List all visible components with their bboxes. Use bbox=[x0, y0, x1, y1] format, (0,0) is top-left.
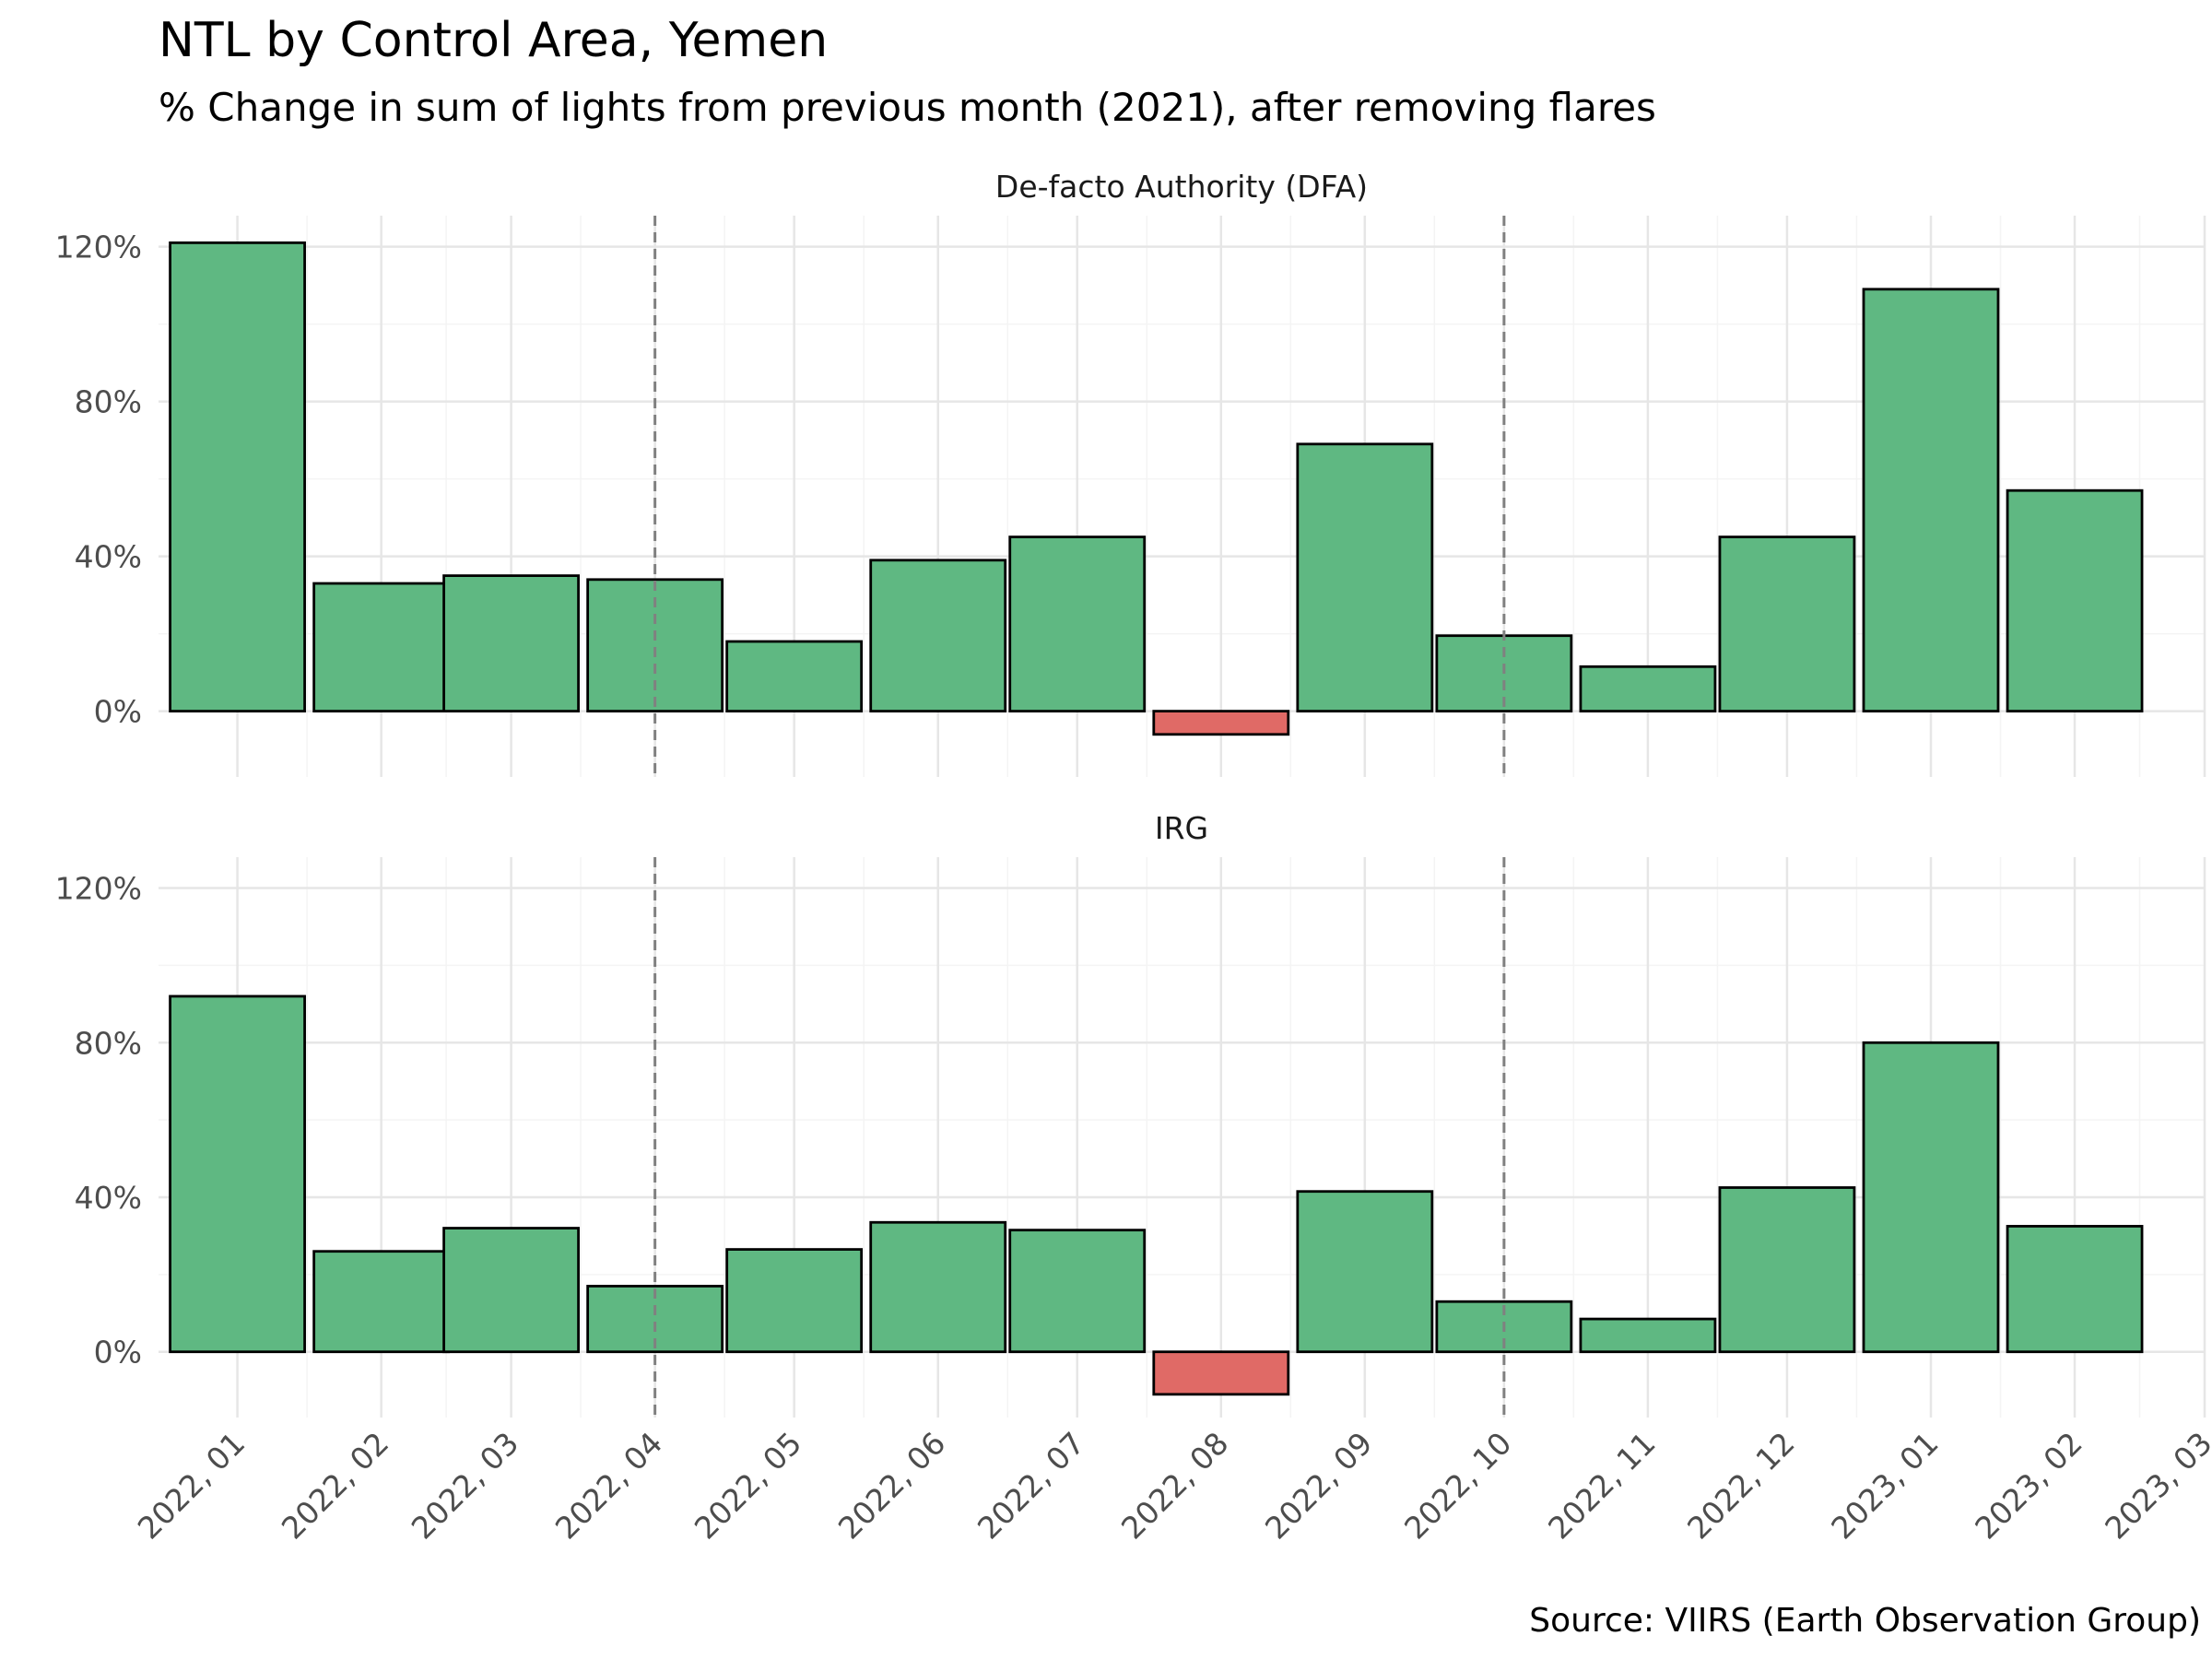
x-tick-label: 2022, 09 bbox=[1258, 1425, 1379, 1546]
y-tick-label: 120% bbox=[55, 229, 142, 265]
bar bbox=[1862, 288, 2000, 712]
bar bbox=[1718, 1186, 1856, 1354]
x-tick-label: 2022, 12 bbox=[1680, 1425, 1801, 1546]
x-tick-label: 2022, 04 bbox=[548, 1425, 669, 1546]
bar bbox=[169, 241, 306, 713]
x-tick-label: 2022, 08 bbox=[1114, 1425, 1235, 1546]
bar bbox=[1579, 1317, 1717, 1354]
bar bbox=[2006, 1225, 2144, 1354]
bar bbox=[312, 1250, 451, 1354]
y-tick-label: 80% bbox=[75, 1025, 142, 1061]
bar bbox=[869, 1220, 1007, 1354]
chart-subtitle: % Change in sum of lights from previous … bbox=[159, 85, 1656, 130]
bar bbox=[2006, 488, 2144, 713]
y-tick-label: 0% bbox=[94, 1335, 142, 1371]
x-tick-label: 2022, 01 bbox=[131, 1425, 252, 1546]
y-tick-label: 120% bbox=[55, 871, 142, 907]
bar bbox=[1296, 442, 1434, 712]
bar bbox=[1008, 535, 1147, 712]
x-tick-label: 2023, 02 bbox=[1968, 1425, 2088, 1546]
bar bbox=[725, 640, 864, 712]
bar bbox=[1579, 665, 1717, 712]
x-tick-label: 2022, 10 bbox=[1397, 1425, 1518, 1546]
panel-title: IRG bbox=[1155, 810, 1208, 846]
bar bbox=[169, 994, 306, 1354]
x-tick-label: 2023, 01 bbox=[1824, 1425, 1945, 1546]
y-tick-label: 40% bbox=[75, 1180, 142, 1216]
bar bbox=[1152, 1350, 1290, 1396]
x-tick-label: 2022, 06 bbox=[831, 1425, 952, 1546]
bar bbox=[869, 559, 1007, 712]
bar bbox=[1152, 710, 1290, 736]
panel-title: De-facto Authority (DFA) bbox=[995, 169, 1368, 205]
chart-title: NTL by Control Area, Yemen bbox=[159, 13, 829, 68]
bar bbox=[1296, 1190, 1434, 1354]
source-caption: Source: VIIRS (Earth Observation Group) bbox=[1529, 1602, 2201, 1640]
x-tick-label: 2023, 03 bbox=[2098, 1425, 2212, 1546]
bar bbox=[442, 574, 580, 712]
bar bbox=[1862, 1041, 2000, 1354]
x-tick-label: 2022, 02 bbox=[275, 1425, 395, 1546]
y-tick-label: 40% bbox=[75, 539, 142, 575]
x-tick-label: 2022, 11 bbox=[1541, 1425, 1662, 1546]
bar bbox=[312, 582, 451, 713]
y-tick-label: 0% bbox=[94, 694, 142, 730]
bar bbox=[1718, 535, 1856, 712]
x-tick-label: 2022, 07 bbox=[971, 1425, 1091, 1546]
bar bbox=[442, 1227, 580, 1354]
y-tick-label: 80% bbox=[75, 384, 142, 420]
bar bbox=[725, 1248, 864, 1354]
x-tick-label: 2022, 03 bbox=[405, 1425, 525, 1546]
bar bbox=[1008, 1229, 1147, 1354]
x-tick-label: 2022, 05 bbox=[688, 1425, 808, 1546]
